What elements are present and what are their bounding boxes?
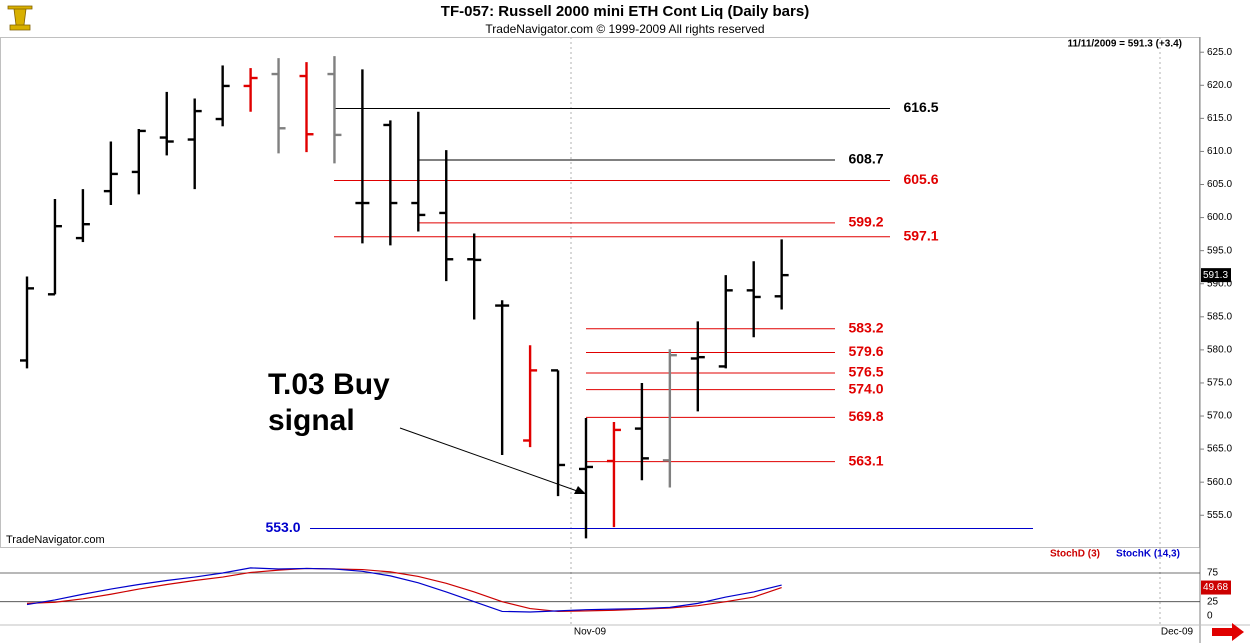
x-tick-label: Dec-09 [1161, 627, 1194, 638]
level-label: 563.1 [848, 452, 883, 468]
y-tick-label: 590.0 [1207, 278, 1232, 289]
y-tick-label: 575.0 [1207, 378, 1232, 389]
y-tick-label: 75 [1207, 568, 1219, 579]
y-tick-label: 625.0 [1207, 47, 1232, 58]
y-tick-label: 555.0 [1207, 510, 1232, 521]
y-tick-label: 25 [1207, 596, 1219, 607]
quote: 11/11/2009 = 591.3 (+3.4) [1067, 39, 1182, 50]
y-tick-label: 560.0 [1207, 477, 1232, 488]
level-label: 553.0 [265, 519, 300, 535]
last-price-label: 591.3 [1203, 270, 1228, 281]
legend-entry: StochD (3) [1050, 549, 1100, 560]
y-tick-label: 600.0 [1207, 212, 1232, 223]
annotation: T.03 Buy [268, 368, 390, 401]
annotation-arrow [399, 427, 581, 493]
level-label: 599.2 [848, 214, 883, 230]
y-tick-label: 620.0 [1207, 80, 1232, 91]
y-tick-label: 605.0 [1207, 179, 1232, 190]
y-tick-label: 580.0 [1207, 345, 1232, 356]
y-tick-label: 570.0 [1207, 411, 1232, 422]
y-tick-label: 0 [1207, 611, 1213, 622]
scroll-arrow[interactable] [1212, 623, 1244, 641]
y-tick-label: 615.0 [1207, 113, 1232, 124]
chart-title: TF-057: Russell 2000 mini ETH Cont Liq (… [441, 3, 809, 20]
chart-subtitle: TradeNavigator.com © 1999-2009 All right… [485, 22, 764, 36]
level-label: 597.1 [903, 227, 938, 243]
last-price-box [1201, 268, 1231, 283]
level-label: 579.6 [848, 343, 883, 359]
level-label: 605.6 [903, 171, 938, 187]
legend-entry: StochK (14,3) [1116, 549, 1180, 560]
level-label: 576.5 [848, 364, 883, 380]
stoch-line [26, 567, 782, 613]
level-label: 608.7 [848, 151, 883, 167]
x-tick-label: Nov-09 [574, 627, 607, 638]
value-label: 49.68 [1203, 582, 1228, 593]
y-tick-label: 595.0 [1207, 245, 1232, 256]
y-tick-label: 610.0 [1207, 146, 1232, 157]
value-box [1201, 580, 1231, 595]
level-label: 574.0 [848, 380, 883, 396]
level-label: 569.8 [848, 408, 883, 424]
arrow-head [574, 486, 586, 494]
watermark: TradeNavigator.com [6, 534, 105, 546]
level-label: 583.2 [848, 319, 883, 335]
y-tick-label: 585.0 [1207, 311, 1232, 322]
app-icon[interactable] [7, 5, 33, 31]
level-label: 616.5 [903, 99, 938, 115]
annotation: signal [268, 404, 355, 437]
y-tick-label: 565.0 [1207, 444, 1232, 455]
